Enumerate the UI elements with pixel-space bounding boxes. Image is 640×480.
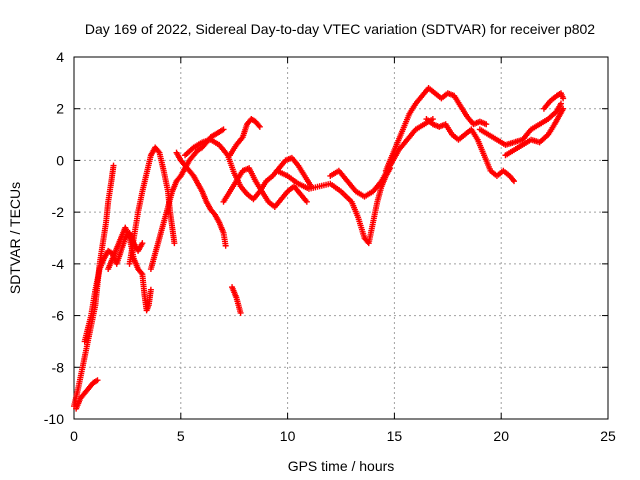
data-point	[222, 242, 229, 249]
data-point	[155, 148, 162, 155]
series-sat-track-12	[273, 165, 394, 247]
series-sat-track-9	[220, 165, 310, 210]
series-sat-track-7	[173, 149, 229, 249]
series-sat-track-5	[126, 144, 178, 267]
data-point	[303, 198, 310, 205]
y-axis-label: SDTVAR / TECUs	[7, 182, 23, 294]
data-point	[509, 176, 516, 183]
data-point	[138, 269, 145, 276]
data-point	[237, 309, 244, 316]
data-point	[255, 122, 262, 129]
y-tick-label: -4	[52, 256, 65, 272]
series-sat-track-10	[226, 116, 263, 159]
series-sat-track-2	[73, 377, 101, 412]
y-tick-label: 0	[56, 152, 64, 168]
data-point	[139, 240, 146, 247]
series-sat-track-17	[502, 105, 567, 159]
data-point	[256, 123, 263, 130]
series-sat-track-15	[423, 116, 518, 185]
data-point	[94, 377, 101, 384]
series-sat-track-16	[476, 100, 565, 148]
data-point	[558, 100, 565, 107]
data-point	[147, 286, 154, 293]
data-point	[429, 116, 436, 123]
series-sat-track-13	[327, 116, 436, 200]
data-point	[483, 121, 490, 128]
y-tick-label: 2	[56, 101, 64, 117]
plot-frame	[73, 56, 609, 420]
y-tick-label: -2	[52, 204, 65, 220]
series-sat-track-6	[147, 126, 227, 273]
x-tick-label: 5	[177, 428, 185, 444]
series-sat-track-18	[540, 90, 567, 112]
data-points	[71, 85, 567, 412]
data-point	[560, 95, 567, 102]
y-tick-label: -6	[52, 308, 65, 324]
grid-lines	[74, 57, 608, 419]
x-tick-label: 25	[600, 428, 616, 444]
x-tick-label: 0	[70, 428, 78, 444]
x-axis-label: GPS time / hours	[288, 458, 395, 474]
series-sat-track-11	[229, 284, 244, 316]
series-sat-track-8	[182, 136, 315, 203]
data-point	[110, 162, 117, 169]
x-tick-label: 20	[493, 428, 509, 444]
data-point	[511, 178, 518, 185]
y-tick-label: -8	[52, 359, 65, 375]
data-point	[220, 126, 227, 133]
y-tick-label: -10	[44, 411, 64, 427]
x-tick-label: 10	[280, 428, 296, 444]
series-sat-track-14	[382, 85, 490, 174]
y-axis: -10 -8 -6 -4 -2 0 2 4	[44, 49, 608, 427]
data-point	[560, 105, 567, 112]
data-point	[171, 240, 178, 247]
chart-title: Day 169 of 2022, Sidereal Day-to-day VTE…	[85, 21, 595, 37]
x-tick-label: 15	[387, 428, 403, 444]
y-tick-label: 4	[56, 49, 64, 65]
x-axis: 0 5 10 15 20 25	[70, 57, 616, 444]
series-sat-track-4	[105, 224, 154, 314]
